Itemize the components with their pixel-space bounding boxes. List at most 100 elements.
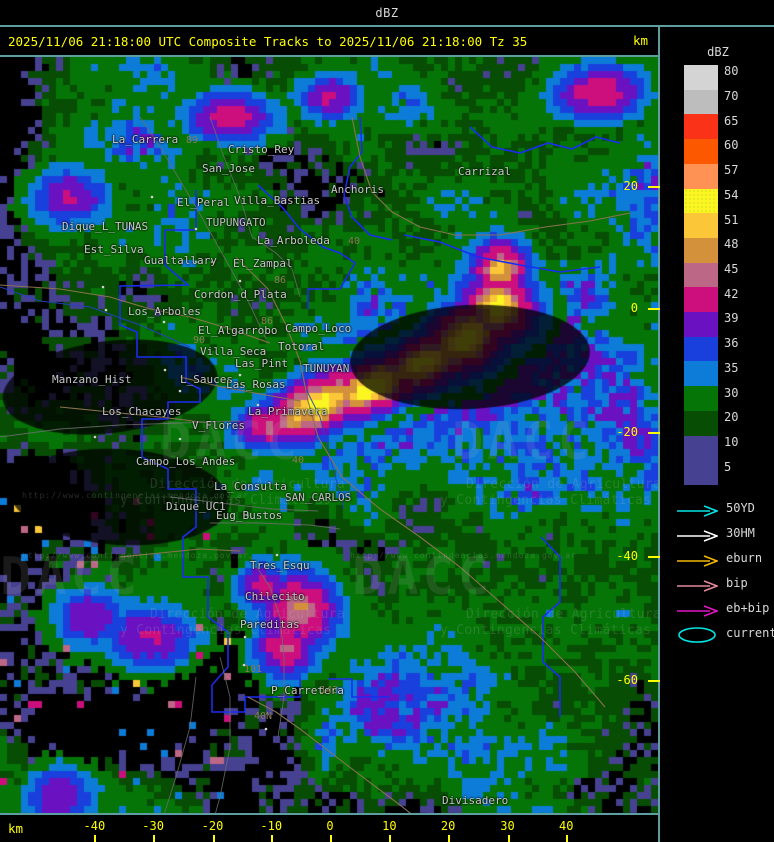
colorbar-label-39: 39 <box>724 311 739 326</box>
colorbar-band-65[interactable] <box>684 114 718 140</box>
track-legend: 50YD 30HM eburn bip eb+bip current <box>676 495 774 645</box>
y-tick-mark <box>648 431 660 434</box>
colorbar-band-70[interactable] <box>684 89 718 115</box>
colorbar-label-48: 48 <box>724 237 739 252</box>
header-strip: 2025/11/06 21:18:00 UTC Composite Tracks… <box>0 27 660 55</box>
colorbar-label-35: 35 <box>724 360 739 375</box>
colorbar-band-80[interactable] <box>684 65 718 90</box>
x-tick-mark <box>566 835 569 842</box>
legend-item-50yd[interactable]: 50YD <box>676 495 774 520</box>
legend-item-label: eburn <box>726 550 763 565</box>
colorbar-band-45[interactable] <box>684 262 718 288</box>
road-number-label: 90 <box>193 335 206 346</box>
colorbar-band-54[interactable] <box>684 188 718 214</box>
legend-item-label: 30HM <box>726 525 755 540</box>
colorbar-band-5[interactable] <box>684 460 718 485</box>
ellipse-icon <box>676 626 718 643</box>
x-tick-mark <box>389 835 392 842</box>
legend-item-label: eb+bip <box>726 600 770 615</box>
colorbar-band-51[interactable] <box>684 213 718 238</box>
legend-item-bip[interactable]: bip <box>676 570 774 595</box>
legend-panel: dBZ 80 70 65 60 57 54 51 48 45 42 39 36 35 30 20 10 5 50… <box>662 27 774 842</box>
x-axis-unit-label: km <box>8 821 24 836</box>
x-tick-label-0: 0 <box>326 819 334 833</box>
road-number-label: 40N <box>254 711 273 722</box>
road-number-label: 86 <box>274 275 287 286</box>
x-tick-label-30: 30 <box>500 819 515 833</box>
colorbar-band-20[interactable] <box>684 410 718 436</box>
arrow-icon <box>676 552 720 567</box>
y-axis: 20 0 -20 -40 -60 <box>600 55 662 815</box>
colorbar-label-36: 36 <box>724 336 739 351</box>
x-tick-mark <box>153 835 156 842</box>
x-tick-label--30: -30 <box>142 819 164 833</box>
colorbar-label-30: 30 <box>724 385 739 400</box>
y-tick-label-20: 20 <box>623 178 638 193</box>
legend-item-label: current <box>726 625 774 640</box>
colorbar-band-42[interactable] <box>684 287 718 313</box>
colorbar-label-10: 10 <box>724 434 739 449</box>
road-number-label: 40 <box>292 455 305 466</box>
colorbar-label-42: 42 <box>724 286 739 301</box>
window-title-bar: dBZ <box>0 0 774 27</box>
colorbar-label-51: 51 <box>724 212 739 227</box>
colorbar-label-70: 70 <box>724 89 739 104</box>
y-tick-mark <box>648 679 660 682</box>
road-number-label: 40 <box>348 236 361 247</box>
legend-item-eburn[interactable]: eburn <box>676 545 774 570</box>
colorbar-band-30[interactable] <box>684 386 718 411</box>
y-tick-mark <box>648 185 660 188</box>
y-tick-mark <box>648 555 660 558</box>
colorbar-label-20: 20 <box>724 410 739 425</box>
dbz-colorbar[interactable] <box>684 65 718 485</box>
y-tick-mark <box>648 308 660 311</box>
x-tick-mark <box>212 835 215 842</box>
x-tick-label-40: 40 <box>559 819 574 833</box>
road-number-label: 86 <box>261 316 274 327</box>
x-axis: km -40 -30 -20 -10 0 10 20 30 40 <box>0 815 660 842</box>
colorbar-label-54: 54 <box>724 187 739 202</box>
legend-item-30hm[interactable]: 30HM <box>676 520 774 545</box>
y-tick-label--60: -60 <box>616 672 638 687</box>
km-unit-label-top: km <box>632 33 648 48</box>
x-tick-label--10: -10 <box>260 819 283 833</box>
x-tick-mark <box>507 835 510 842</box>
x-tick-label--20: -20 <box>201 819 224 833</box>
legend-item-current[interactable]: current <box>676 620 774 645</box>
arrow-icon <box>676 577 720 592</box>
page-title: dBZ <box>375 5 399 20</box>
colorbar-label-65: 65 <box>724 113 739 128</box>
colorbar-label-5: 5 <box>724 459 732 474</box>
colorbar-band-39[interactable] <box>684 312 718 337</box>
arrow-icon <box>676 527 720 542</box>
colorbar-label-45: 45 <box>724 262 739 276</box>
x-tick-label-20: 20 <box>440 819 456 833</box>
radar-map-frame[interactable]: DACC DACC DACC DACC Dirección de Agricul… <box>0 55 660 815</box>
y-tick-label-0: 0 <box>630 301 638 316</box>
x-tick-mark <box>94 835 97 842</box>
colorbar-band-10[interactable] <box>684 435 718 461</box>
legend-item-label: bip <box>726 575 748 590</box>
legend-item-label: 50YD <box>726 500 755 515</box>
x-tick-mark <box>271 835 274 842</box>
x-tick-label-10: 10 <box>382 819 397 833</box>
colorbar-tick-labels: 80 70 65 60 57 54 51 48 45 42 39 36 35 30 20 10 5 <box>724 65 774 485</box>
legend-item-eb-bip[interactable]: eb+bip <box>676 595 774 620</box>
colorbar-band-60[interactable] <box>684 139 718 164</box>
colorbar-title: dBZ <box>707 45 729 59</box>
colorbar-label-80: 80 <box>724 64 739 79</box>
colorbar-label-57: 57 <box>724 163 739 178</box>
x-tick-mark <box>448 835 451 842</box>
road-number-label: 101 <box>244 664 263 675</box>
colorbar-band-35[interactable] <box>684 361 718 387</box>
arrow-icon <box>676 502 720 517</box>
x-tick-mark <box>330 835 332 842</box>
colorbar-band-36[interactable] <box>684 336 718 362</box>
arrow-icon <box>676 602 720 617</box>
colorbar-band-57[interactable] <box>684 163 718 189</box>
y-tick-label--40: -40 <box>616 548 638 563</box>
colorbar-band-48[interactable] <box>684 237 718 263</box>
radar-reflectivity-canvas[interactable] <box>0 57 658 813</box>
road-number-label: 89 <box>186 135 199 146</box>
